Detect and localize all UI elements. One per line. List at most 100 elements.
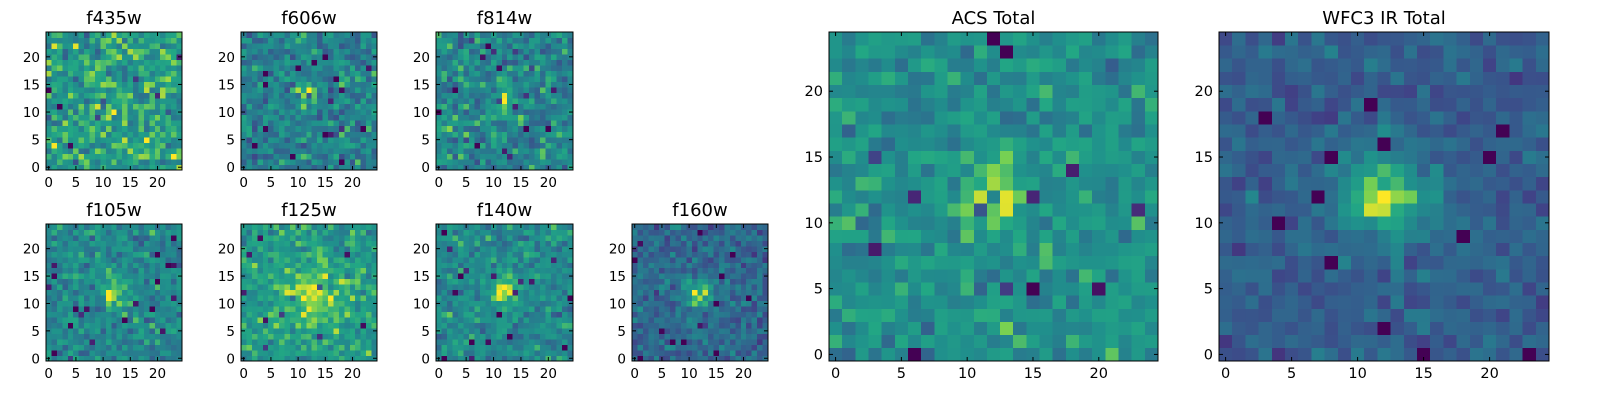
heatmap-cell	[921, 242, 935, 257]
heatmap-cell	[46, 234, 52, 241]
heatmap-cell	[154, 120, 161, 127]
heatmap-cell	[349, 311, 356, 318]
heatmap-cell	[540, 158, 546, 165]
heatmap-cell	[360, 355, 367, 362]
heatmap-cell	[300, 37, 307, 44]
heatmap-cell	[262, 311, 269, 318]
heatmap-cell	[485, 109, 492, 116]
heatmap-cell	[446, 267, 453, 274]
heatmap-cell	[468, 87, 475, 94]
heatmap-cell	[360, 120, 367, 127]
heatmap-cell	[279, 54, 285, 60]
heatmap-cell	[246, 224, 253, 230]
heatmap-cell	[1079, 268, 1093, 283]
heatmap-cell	[360, 350, 367, 356]
heatmap-cell	[257, 37, 264, 44]
heatmap-cell	[279, 322, 285, 329]
heatmap-cell	[436, 142, 442, 149]
heatmap-cell	[523, 109, 530, 116]
heatmap-cell	[512, 350, 519, 356]
heatmap-cell	[986, 176, 1001, 191]
heatmap-cell	[111, 344, 118, 351]
heatmap-cell	[719, 300, 725, 307]
heatmap-cell	[567, 65, 574, 72]
heatmap-cell	[300, 284, 307, 291]
heatmap-cell	[268, 92, 275, 99]
heatmap-cell	[529, 70, 536, 77]
heatmap-cell	[89, 311, 96, 318]
heatmap-cell	[921, 295, 935, 309]
heatmap-cell	[257, 43, 264, 49]
heatmap-cell	[829, 268, 843, 283]
heatmap-cell	[171, 284, 177, 291]
heatmap-cell	[485, 262, 492, 269]
heatmap-cell	[51, 164, 58, 171]
heatmap-cell	[165, 158, 172, 165]
y-tick-label: 0	[617, 351, 626, 367]
heatmap-cell	[457, 267, 464, 274]
heatmap-cell	[1118, 216, 1133, 230]
heatmap-cell	[507, 278, 514, 285]
heatmap-cell	[73, 278, 80, 285]
heatmap-cell	[355, 317, 362, 324]
heatmap-cell	[111, 284, 118, 291]
heatmap-cells	[436, 224, 574, 362]
heatmap-cell	[289, 131, 296, 138]
heatmap-cell	[457, 224, 464, 230]
heatmap-cell	[171, 295, 177, 302]
heatmap-cell	[73, 109, 80, 116]
heatmap-cell	[740, 350, 747, 356]
heatmap-cell	[154, 125, 161, 132]
heatmap-cell	[829, 295, 843, 309]
heatmap-cell	[436, 333, 442, 340]
heatmap-cell	[171, 306, 177, 313]
heatmap-cell	[496, 147, 503, 154]
heatmap-cell	[94, 65, 101, 72]
heatmap-cell	[534, 256, 541, 263]
heatmap-cell	[176, 59, 183, 66]
heatmap-cell	[149, 131, 156, 138]
heatmap-cell	[567, 240, 574, 247]
heatmap-cell	[947, 176, 961, 191]
heatmap-cell	[306, 87, 313, 94]
heatmap-cell	[512, 317, 519, 324]
heatmap-cell	[457, 284, 464, 291]
heatmap-cell	[160, 245, 167, 252]
heatmap-cell	[94, 164, 101, 171]
heatmap-cell	[490, 125, 497, 132]
heatmap-cell	[921, 255, 935, 270]
heatmap-cell	[344, 317, 351, 324]
heatmap-cell	[762, 350, 769, 356]
heatmap-cell	[62, 103, 69, 110]
heatmap-cell	[868, 321, 883, 336]
heatmap-cell	[724, 344, 731, 351]
heatmap-cell	[507, 251, 514, 258]
heatmap-cell	[246, 103, 253, 110]
heatmap-cell	[300, 245, 307, 252]
heatmap-cell	[648, 300, 655, 307]
heatmap-cell	[855, 282, 869, 296]
heatmap-cell	[100, 350, 107, 356]
heatmap-cell	[496, 344, 503, 351]
heatmap-cell	[452, 322, 459, 329]
heatmap-cell	[1131, 321, 1146, 336]
heatmap-cell	[279, 306, 285, 313]
heatmap-cell	[122, 350, 128, 356]
heatmap-cell	[56, 224, 63, 230]
heatmap-cell	[664, 234, 671, 241]
heatmap-cell	[122, 267, 128, 274]
heatmap-cell	[300, 158, 307, 165]
heatmap-cell	[632, 295, 638, 302]
heatmap-cell	[479, 65, 486, 72]
heatmap-cell	[441, 284, 448, 291]
heatmap-cell	[246, 267, 253, 274]
heatmap-cell	[366, 48, 372, 55]
heatmap-cell	[333, 278, 340, 285]
heatmap-cell	[333, 109, 340, 116]
heatmap-cell	[273, 328, 280, 334]
heatmap-cell	[452, 256, 459, 263]
heatmap-cell	[490, 306, 497, 313]
heatmap-cell	[545, 306, 552, 313]
heatmap-cell	[262, 48, 269, 55]
heatmap-cell	[84, 306, 90, 313]
